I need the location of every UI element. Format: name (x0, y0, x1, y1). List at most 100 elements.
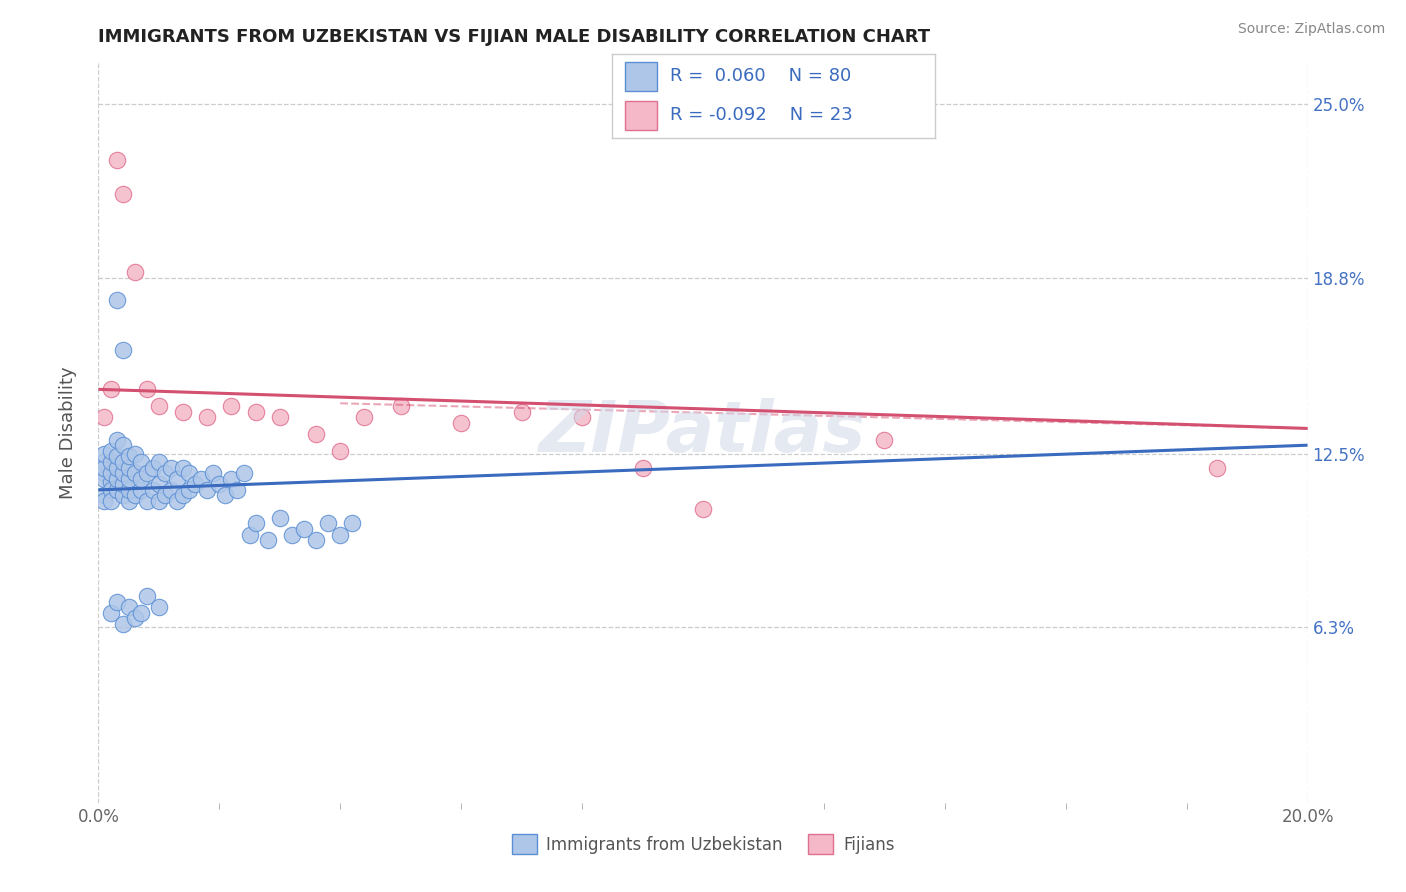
Point (105, 293, 128, 307)
Point (148, 455, 170, 469)
Point (129, 455, 152, 469)
Point (329, 443, 352, 458)
Point (105, 450, 128, 464)
Point (129, 472, 152, 486)
Point (124, 265, 146, 279)
Point (118, 483, 141, 497)
Text: ZIPatlas: ZIPatlas (540, 398, 866, 467)
Point (214, 488, 236, 502)
Point (208, 477, 231, 491)
Point (100, 455, 122, 469)
Point (118, 600, 141, 615)
Point (195, 410, 218, 425)
Point (190, 472, 212, 486)
Point (153, 488, 176, 502)
Point (93, 488, 115, 502)
Point (292, 522, 315, 536)
Point (100, 466, 122, 480)
Point (93, 472, 115, 486)
Point (166, 472, 188, 486)
Point (329, 527, 352, 541)
Point (148, 477, 170, 491)
Point (135, 589, 157, 603)
Point (353, 410, 375, 425)
Text: R = -0.092    N = 23: R = -0.092 N = 23 (669, 106, 852, 124)
Point (142, 483, 165, 497)
Point (135, 494, 157, 508)
Point (510, 405, 533, 419)
Point (160, 483, 183, 497)
Point (105, 483, 128, 497)
Point (142, 460, 165, 475)
Point (93, 446, 115, 460)
Point (111, 488, 134, 502)
Point (305, 427, 328, 442)
Point (256, 533, 278, 548)
Point (221, 472, 243, 486)
Text: R =  0.060    N = 80: R = 0.060 N = 80 (669, 68, 851, 86)
Point (93, 410, 115, 425)
Point (129, 606, 152, 620)
Point (245, 405, 267, 419)
Point (111, 617, 134, 632)
Point (221, 399, 243, 413)
Point (172, 460, 194, 475)
Point (124, 488, 146, 502)
Point (281, 527, 304, 541)
Point (100, 382, 122, 396)
Point (1206, 460, 1229, 475)
Point (118, 494, 141, 508)
Legend: Immigrants from Uzbekistan, Fijians: Immigrants from Uzbekistan, Fijians (505, 828, 901, 861)
Point (153, 466, 176, 480)
Point (316, 516, 339, 531)
Point (118, 460, 141, 475)
Point (172, 405, 194, 419)
Point (135, 382, 157, 396)
Point (873, 433, 896, 447)
Point (305, 533, 328, 548)
Point (93, 460, 115, 475)
Point (179, 466, 201, 480)
Point (135, 466, 157, 480)
Point (631, 460, 654, 475)
Point (105, 472, 128, 486)
Point (124, 611, 146, 625)
Point (195, 483, 218, 497)
Point (148, 494, 170, 508)
Point (124, 446, 146, 460)
Point (166, 494, 188, 508)
Point (179, 483, 201, 497)
Point (450, 416, 472, 430)
Point (226, 483, 249, 497)
Point (111, 477, 134, 491)
Bar (624, 101, 657, 130)
Point (93, 455, 115, 469)
Point (239, 527, 262, 541)
Point (100, 483, 122, 497)
Point (269, 511, 291, 525)
Point (124, 466, 146, 480)
Point (105, 153, 128, 168)
Point (100, 475, 122, 489)
Bar (624, 62, 657, 91)
Point (105, 594, 128, 608)
Point (245, 516, 267, 531)
Point (148, 600, 170, 615)
Point (111, 343, 134, 358)
Point (692, 502, 714, 516)
Point (100, 494, 122, 508)
Point (111, 186, 134, 201)
Point (148, 399, 170, 413)
Point (232, 466, 254, 480)
Point (172, 488, 194, 502)
Text: IMMIGRANTS FROM UZBEKISTAN VS FIJIAN MALE DISABILITY CORRELATION CHART: IMMIGRANTS FROM UZBEKISTAN VS FIJIAN MAL… (98, 28, 931, 45)
Point (93, 494, 115, 508)
Point (118, 472, 141, 486)
Point (202, 466, 225, 480)
Point (100, 606, 122, 620)
Point (111, 438, 134, 452)
Point (93, 466, 115, 480)
Text: Source: ZipAtlas.com: Source: ZipAtlas.com (1237, 22, 1385, 37)
Point (160, 460, 183, 475)
Point (269, 410, 291, 425)
